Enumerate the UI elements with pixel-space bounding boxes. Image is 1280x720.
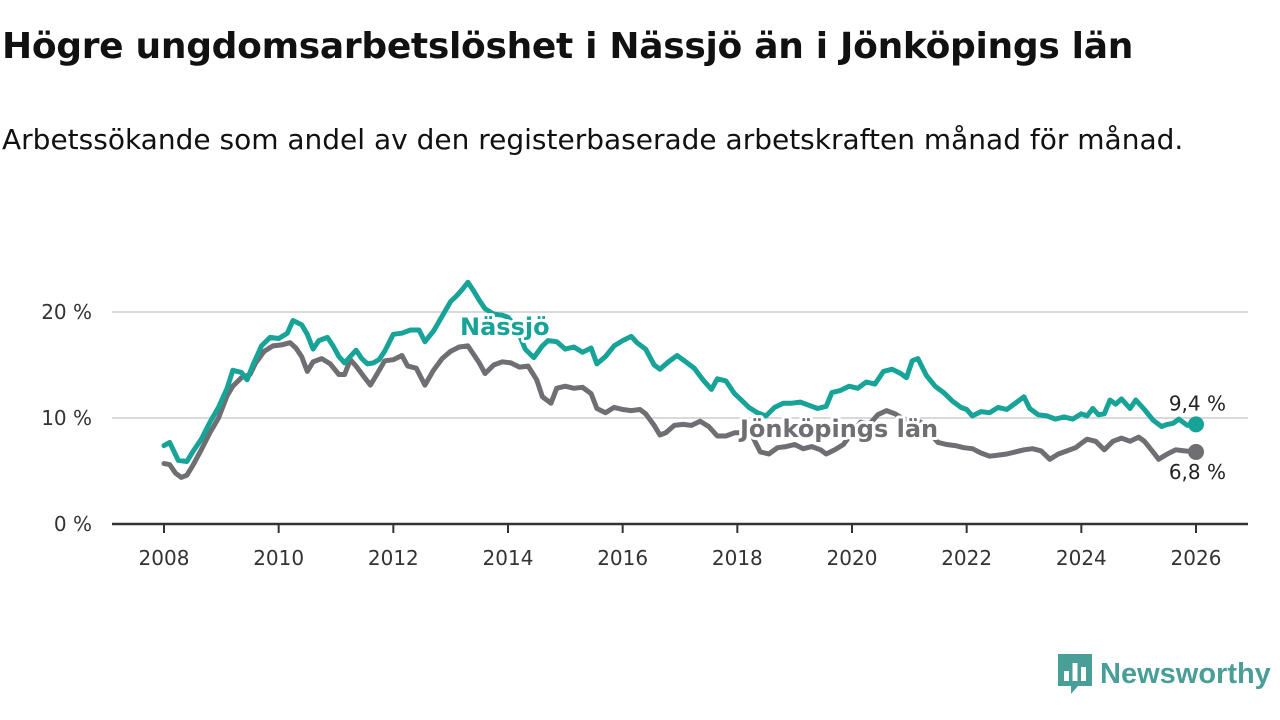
series-lines	[161, 279, 1204, 480]
series-line-nassjo	[161, 279, 1199, 464]
axes: 0 % 10 % 20 % 2008 2010 2012 2014 2016 2018 2020 2…	[41, 300, 1248, 570]
series-label-halo: Jönköpings län	[738, 415, 938, 443]
series-end-marker	[1188, 416, 1204, 433]
series-label-jonkopings-lan: Jönköpings län	[738, 415, 938, 443]
series-line-jonkopings-lan	[161, 340, 1199, 480]
chart-title: Högre ungdomsarbetslöshet i Nässjö än i …	[2, 26, 1134, 67]
series-end-marker	[1188, 443, 1204, 460]
x-tick-label: 2012	[368, 546, 419, 570]
y-tick-label: 0 %	[54, 512, 92, 536]
x-tick-label: 2026	[1171, 546, 1222, 570]
x-tick-label: 2024	[1056, 546, 1107, 570]
x-tick-label: 2010	[253, 546, 304, 570]
x-tick-label: 2008	[139, 546, 190, 570]
x-tick-label: 2020	[827, 546, 878, 570]
x-tick-label: 2018	[712, 546, 763, 570]
x-tick-label: 2016	[597, 546, 648, 570]
grid	[112, 311, 1248, 419]
x-tick-label: 2022	[941, 546, 992, 570]
y-tick-label: 20 %	[41, 300, 92, 324]
series-label-nassjo: Nässjö	[460, 313, 550, 341]
brand-logo[interactable]: Newsworthy	[1058, 654, 1271, 694]
x-tick-label: 2014	[483, 546, 534, 570]
end-value-label-jonkopings-lan: 6,8 %	[1169, 460, 1226, 484]
end-value-label-nassjo: 9,4 %	[1169, 391, 1226, 415]
brand-name: Newsworthy	[1100, 657, 1271, 690]
bar-chart-speech-bubble-icon	[1058, 654, 1092, 694]
y-tick-label: 10 %	[41, 406, 92, 430]
series-label-halo: Nässjö	[460, 313, 550, 341]
chart-subtitle: Arbetssökande som andel av den registerb…	[2, 123, 1184, 156]
